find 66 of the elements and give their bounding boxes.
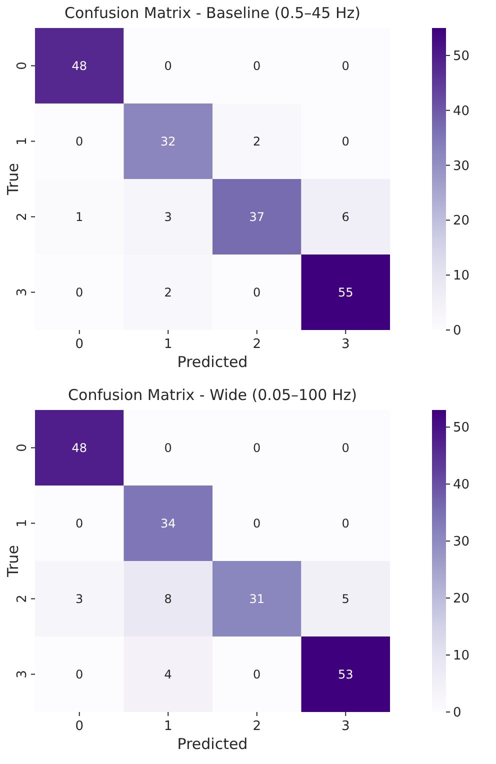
data-label: 6: [342, 210, 350, 224]
data-label: 8: [164, 592, 172, 606]
y-tick-label: 1: [15, 519, 30, 528]
x-tick-label: 2: [252, 719, 262, 734]
data-label: 2: [164, 285, 172, 300]
data-label: 0: [253, 516, 261, 530]
color-bar-label: 30: [453, 534, 470, 550]
color-bar-label: 0: [453, 706, 462, 721]
x-tick-label: 2: [252, 337, 262, 352]
data-label: 0: [164, 58, 172, 73]
data-label: 3: [76, 592, 84, 606]
color-bar-label: 40: [453, 478, 470, 493]
data-label: 0: [342, 134, 350, 148]
data-label: 1: [76, 210, 84, 224]
data-label: 2: [253, 134, 261, 148]
y-axis-title: True: [4, 163, 22, 196]
x-tick-label: 3: [341, 337, 350, 352]
data-label: 5: [342, 592, 350, 606]
data-label: 53: [338, 667, 354, 682]
data-label: 0: [76, 667, 84, 682]
color-bar-label: 50: [453, 49, 470, 64]
data-label: 34: [160, 516, 176, 530]
color-bar-label: 30: [453, 158, 470, 174]
data-label: 31: [249, 592, 265, 606]
x-tick-label: 0: [75, 719, 84, 734]
chart-title: Confusion Matrix - Wide (0.05–100 Hz): [68, 386, 357, 404]
y-tick-label: 0: [15, 62, 30, 70]
data-label: 0: [76, 516, 84, 530]
x-axis-title: Predicted: [177, 735, 248, 753]
x-tick-label: 1: [164, 719, 172, 734]
y-tick-label: 2: [15, 594, 30, 603]
color-bar-label: 20: [453, 592, 470, 607]
data-label: 4: [164, 667, 172, 682]
y-tick-label: 1: [15, 137, 30, 146]
data-label: 37: [249, 210, 265, 224]
data-label: 3: [164, 210, 172, 224]
data-label: 32: [160, 134, 176, 148]
data-label: 0: [253, 440, 261, 455]
data-label: 0: [253, 58, 261, 73]
color-bar-label: 40: [453, 104, 470, 119]
x-tick-label: 0: [75, 337, 84, 352]
x-axis-title: Predicted: [177, 353, 248, 371]
data-label: 0: [342, 516, 350, 530]
data-label: 0: [342, 58, 350, 73]
data-label: 0: [253, 285, 261, 300]
color-bar-label: 10: [453, 268, 470, 284]
data-label: 0: [164, 440, 172, 455]
x-tick-label: 1: [164, 337, 172, 352]
data-label: 0: [76, 134, 84, 148]
y-tick-label: 0: [15, 444, 30, 452]
data-label: 0: [76, 285, 84, 300]
y-tick-label: 3: [15, 288, 30, 296]
chart-title: Confusion Matrix - Baseline (0.5–45 Hz): [64, 4, 360, 22]
data-label: 48: [72, 440, 88, 455]
y-tick-label: 3: [15, 670, 30, 678]
color-bar-label: 10: [453, 648, 470, 664]
color-bar-label: 0: [453, 324, 462, 339]
data-label: 0: [342, 440, 350, 455]
data-label: 48: [72, 58, 88, 73]
y-tick-label: 2: [15, 212, 30, 221]
color-bar-label: 50: [453, 420, 470, 436]
color-bar-label: 20: [453, 214, 470, 229]
y-axis-title: True: [4, 545, 22, 578]
data-label: 55: [338, 285, 354, 300]
x-tick-label: 3: [341, 719, 350, 734]
data-label: 0: [253, 667, 261, 682]
